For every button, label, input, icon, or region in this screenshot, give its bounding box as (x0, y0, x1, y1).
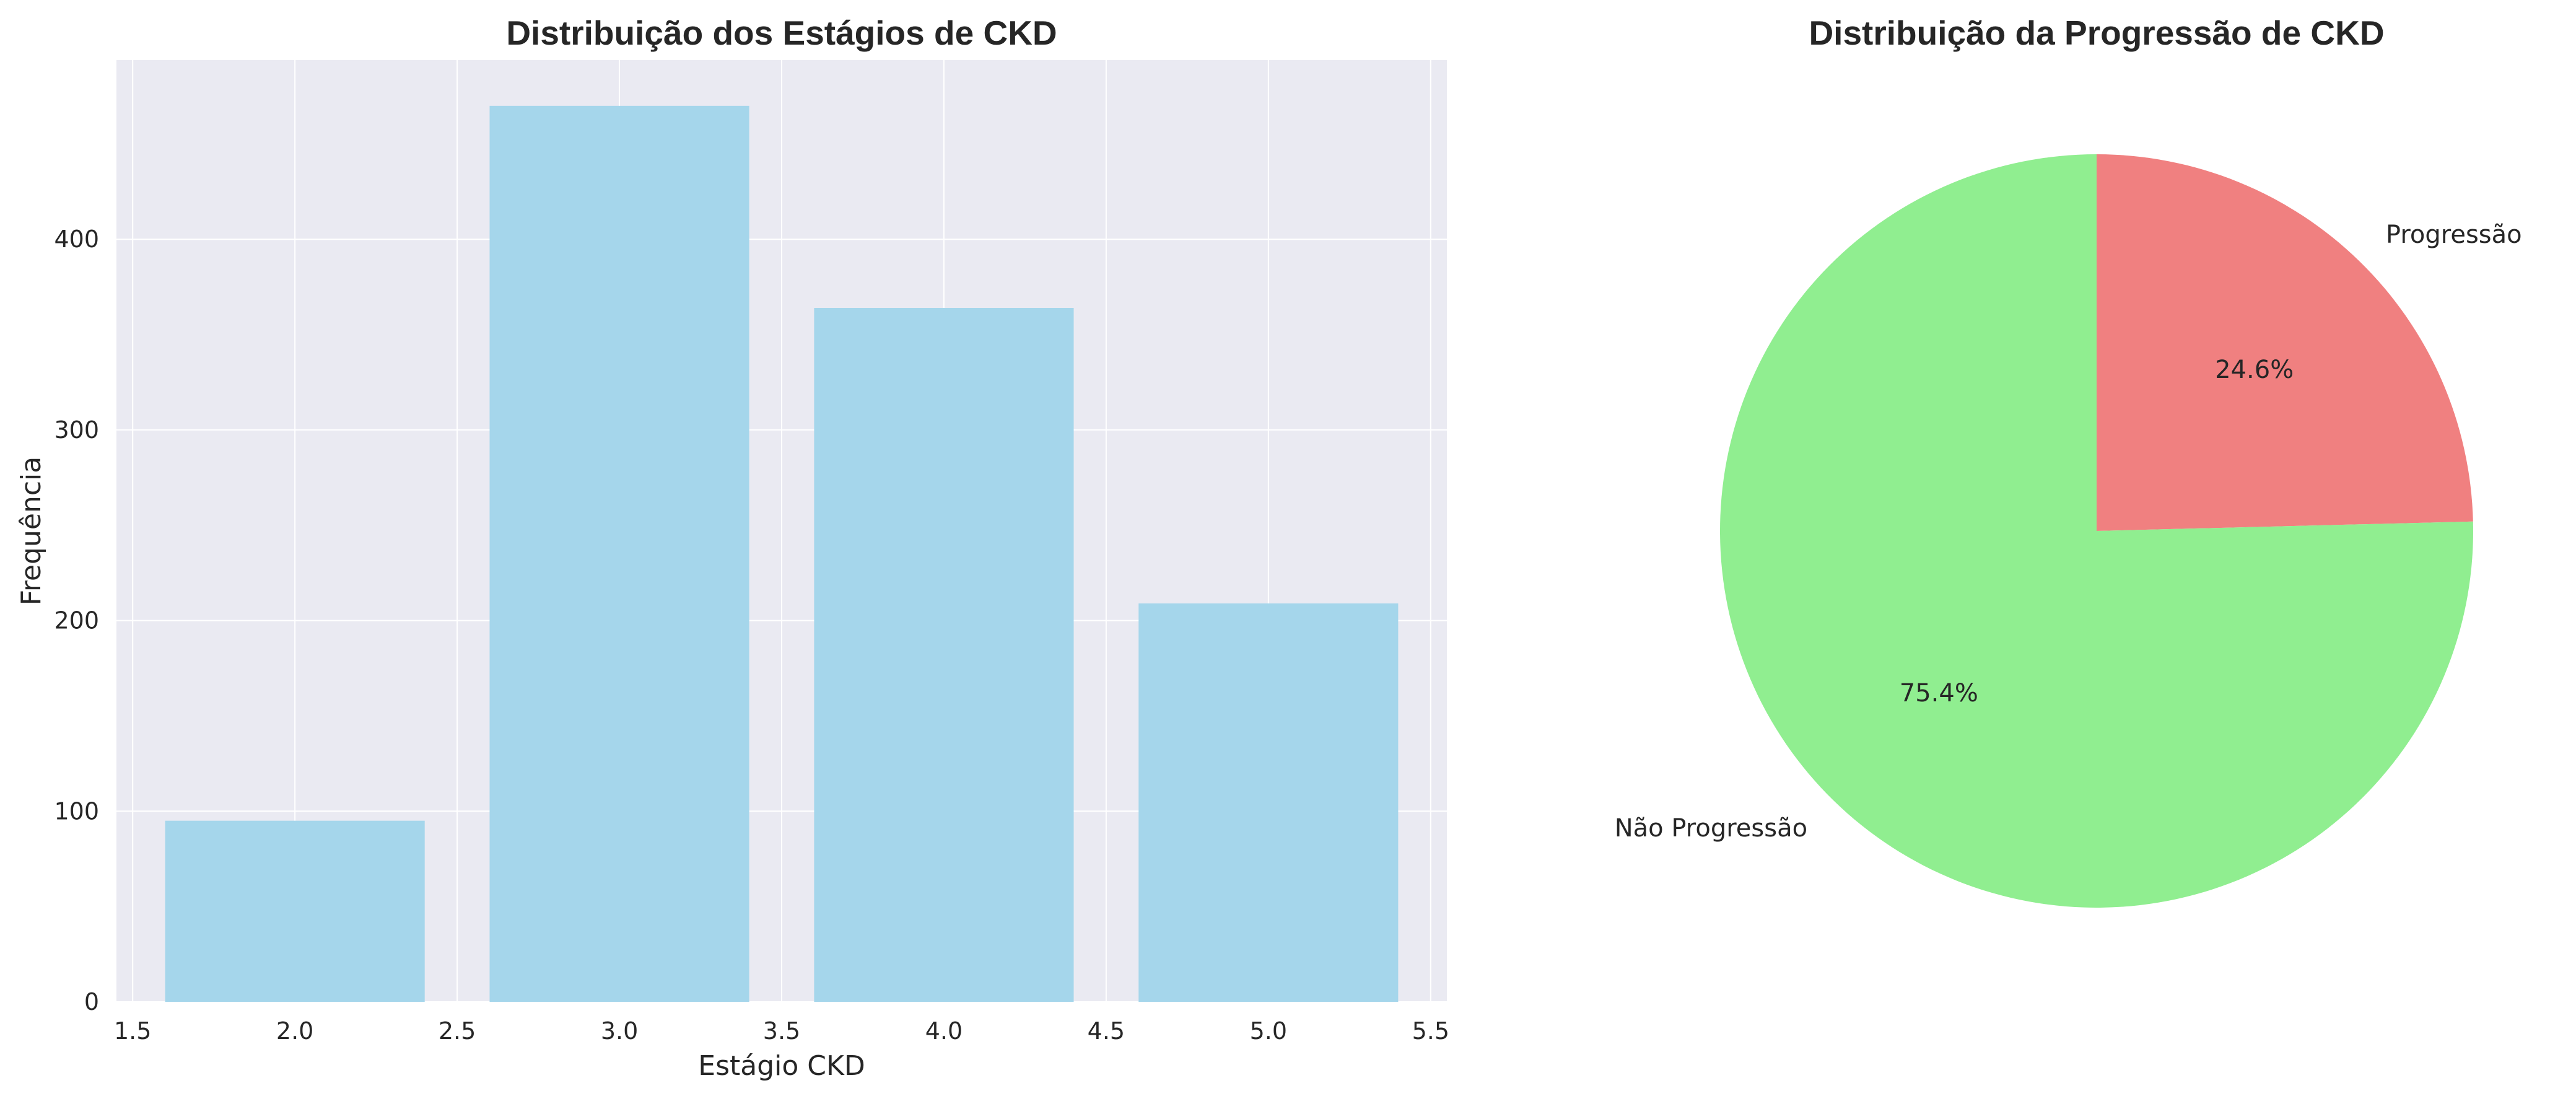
bar-x-tick-label: 2.5 (439, 1017, 476, 1045)
bar-x-tick-label: 5.5 (1412, 1017, 1449, 1045)
bar-y-tick-label: 100 (54, 797, 99, 825)
pie-percent-label: 24.6% (2215, 356, 2294, 384)
bar (489, 105, 749, 1002)
bar-chart-title: Distribuição dos Estágios de CKD (506, 14, 1057, 52)
bar-y-tick-label: 200 (54, 607, 99, 634)
pie-percent-label: 75.4% (1900, 679, 1978, 708)
bar-y-tick-label: 0 (84, 988, 99, 1015)
pie-slice (2097, 154, 2473, 531)
pie-slice-label: Progressão (2386, 221, 2522, 249)
bar-y-ticks: 0 100 200 300 400 (54, 226, 99, 1015)
pie-chart-title: Distribuição da Progressão de CKD (1809, 14, 2384, 52)
bar-marks (165, 105, 1399, 1002)
bar-y-tick-label: 400 (54, 226, 99, 253)
pie-chart: Distribuição da Progressão de CKD Progre… (1615, 14, 2522, 908)
bar-x-tick-label: 4.5 (1088, 1017, 1125, 1045)
bar-chart: Distribuição dos Estágios de CKD 1.5 2.0 2… (15, 14, 1449, 1082)
bar-x-tick-label: 3.5 (763, 1017, 800, 1045)
bar-x-axis-label: Estágio CKD (698, 1050, 865, 1082)
bar (814, 308, 1074, 1002)
pie-slice-label: Não Progressão (1615, 814, 1807, 843)
bar (1138, 603, 1399, 1002)
bar-x-tick-label: 2.0 (276, 1017, 313, 1045)
bar (165, 820, 425, 1002)
bar-y-axis-label: Frequência (15, 457, 47, 605)
bar-x-ticks: 1.5 2.0 2.5 3.0 3.5 4.0 4.5 5.0 5.5 (114, 1017, 1449, 1045)
pie-slices (1720, 154, 2474, 908)
bar-x-tick-label: 1.5 (114, 1017, 151, 1045)
bar-x-tick-label: 5.0 (1250, 1017, 1287, 1045)
pie-labels: Progressão 24.6% Não Progressão 75.4% (1615, 221, 2522, 843)
bar-y-tick-label: 300 (54, 416, 99, 444)
bar-x-tick-label: 3.0 (601, 1017, 638, 1045)
pie-slice (1720, 154, 2474, 908)
bar-x-tick-label: 4.0 (925, 1017, 963, 1045)
